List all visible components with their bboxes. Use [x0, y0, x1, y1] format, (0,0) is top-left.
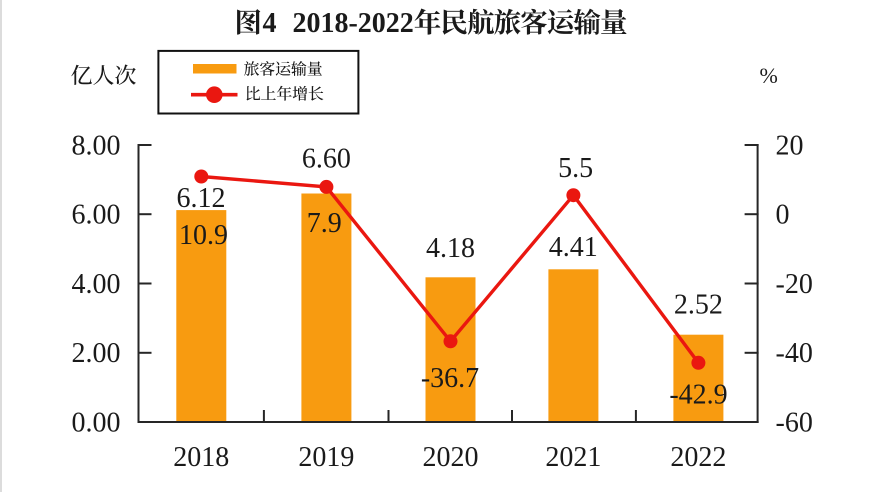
svg-text:-20: -20 — [776, 269, 813, 300]
svg-text:6.00: 6.00 — [72, 200, 121, 231]
svg-text:-36.7: -36.7 — [421, 363, 479, 394]
svg-text:4.00: 4.00 — [72, 269, 121, 300]
svg-text:0.00: 0.00 — [72, 407, 121, 438]
svg-text:2021: 2021 — [545, 442, 601, 473]
svg-text:2020: 2020 — [423, 442, 479, 473]
svg-text:4.18: 4.18 — [426, 233, 475, 264]
svg-text:7.9: 7.9 — [307, 208, 342, 239]
svg-text:5.5: 5.5 — [558, 153, 593, 184]
svg-text:6.60: 6.60 — [302, 144, 351, 175]
svg-text:2.52: 2.52 — [674, 289, 723, 320]
svg-text:20: 20 — [776, 130, 804, 161]
svg-text:4: 4 — [263, 8, 277, 39]
svg-text:6.12: 6.12 — [177, 183, 226, 214]
svg-text:%: % — [760, 63, 778, 88]
svg-text:-42.9: -42.9 — [669, 380, 727, 411]
svg-text:2018: 2018 — [173, 442, 229, 473]
svg-text:2019: 2019 — [298, 442, 354, 473]
svg-text:4.41: 4.41 — [549, 232, 598, 263]
svg-text:10.9: 10.9 — [179, 220, 228, 251]
svg-text:2.00: 2.00 — [72, 338, 121, 369]
svg-text:-60: -60 — [776, 407, 813, 438]
svg-text:8.00: 8.00 — [72, 130, 121, 161]
svg-text:-40: -40 — [776, 338, 813, 369]
svg-text:0: 0 — [776, 200, 790, 231]
svg-text:2022: 2022 — [670, 442, 726, 473]
svg-text:2018-2022: 2018-2022 — [293, 8, 414, 39]
